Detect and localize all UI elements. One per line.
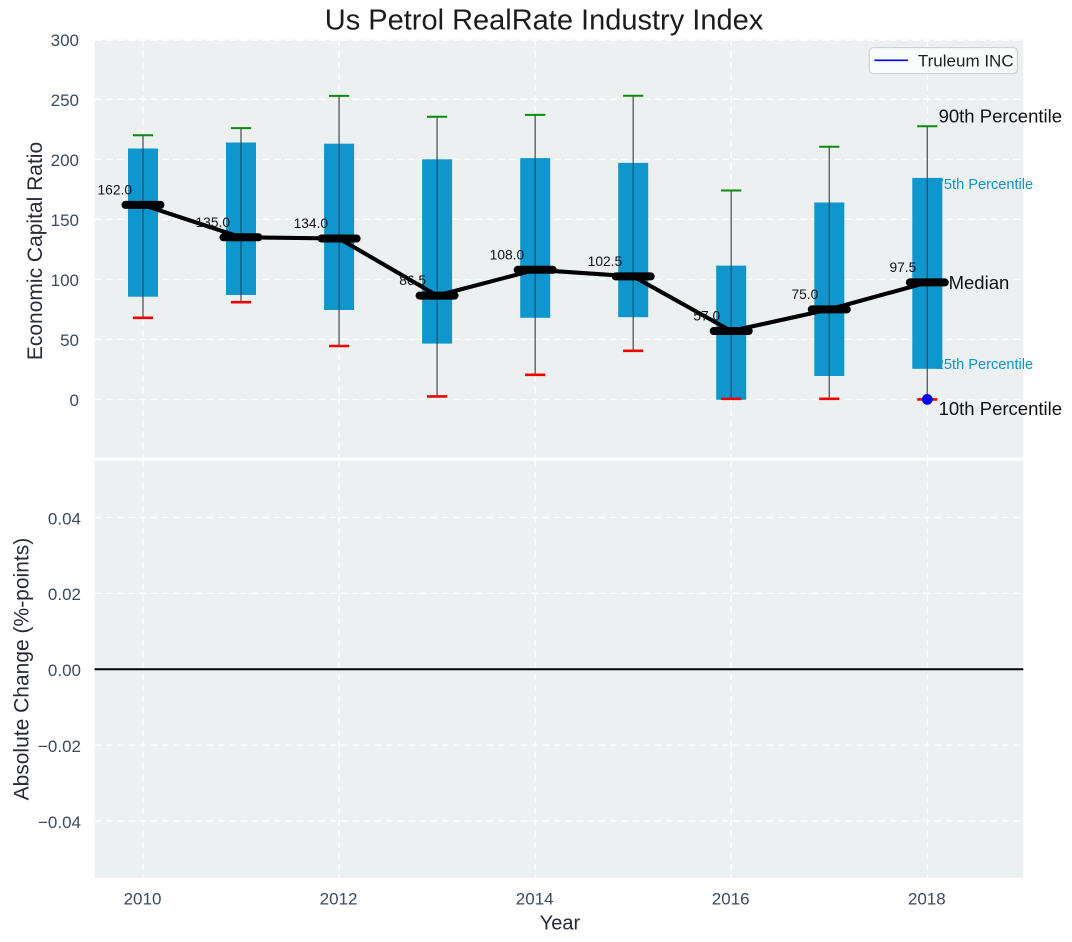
svg-text:0.04: 0.04	[48, 509, 81, 528]
svg-text:25th Percentile: 25th Percentile	[936, 357, 1033, 373]
svg-text:102.5: 102.5	[588, 254, 623, 269]
svg-text:0: 0	[70, 391, 79, 410]
svg-text:Truleum INC: Truleum INC	[918, 51, 1014, 70]
svg-text:2010: 2010	[124, 890, 162, 909]
svg-text:135.0: 135.0	[195, 215, 230, 230]
svg-text:Absolute Change (%-points): Absolute Change (%-points)	[10, 538, 33, 801]
svg-text:−0.04: −0.04	[38, 813, 81, 832]
svg-text:250: 250	[51, 91, 79, 110]
svg-text:100: 100	[51, 271, 79, 290]
svg-text:−0.02: −0.02	[38, 737, 81, 756]
svg-text:2018: 2018	[908, 890, 946, 909]
svg-text:86.5: 86.5	[399, 273, 426, 288]
svg-text:57.0: 57.0	[693, 309, 720, 324]
svg-text:2012: 2012	[320, 890, 358, 909]
svg-text:75.0: 75.0	[791, 287, 818, 302]
svg-text:97.5: 97.5	[889, 260, 916, 275]
svg-text:300: 300	[51, 31, 79, 50]
svg-text:75th Percentile: 75th Percentile	[936, 177, 1033, 193]
svg-text:162.0: 162.0	[97, 182, 132, 197]
svg-text:50: 50	[60, 331, 79, 350]
svg-text:Median: Median	[949, 272, 1010, 293]
svg-text:2016: 2016	[712, 890, 750, 909]
svg-text:0.00: 0.00	[48, 661, 81, 680]
svg-text:0.02: 0.02	[48, 585, 81, 604]
svg-text:108.0: 108.0	[490, 247, 525, 262]
svg-text:Us Petrol RealRate Industry In: Us Petrol RealRate Industry Index	[325, 5, 764, 37]
svg-text:Year: Year	[540, 912, 581, 934]
svg-text:150: 150	[51, 211, 79, 230]
svg-text:134.0: 134.0	[294, 216, 329, 231]
svg-text:10th Percentile: 10th Percentile	[939, 398, 1062, 419]
svg-text:90th Percentile: 90th Percentile	[939, 105, 1062, 126]
svg-text:200: 200	[51, 151, 79, 170]
svg-text:2014: 2014	[516, 890, 554, 909]
svg-text:Economic Capital Ratio: Economic Capital Ratio	[24, 142, 47, 360]
